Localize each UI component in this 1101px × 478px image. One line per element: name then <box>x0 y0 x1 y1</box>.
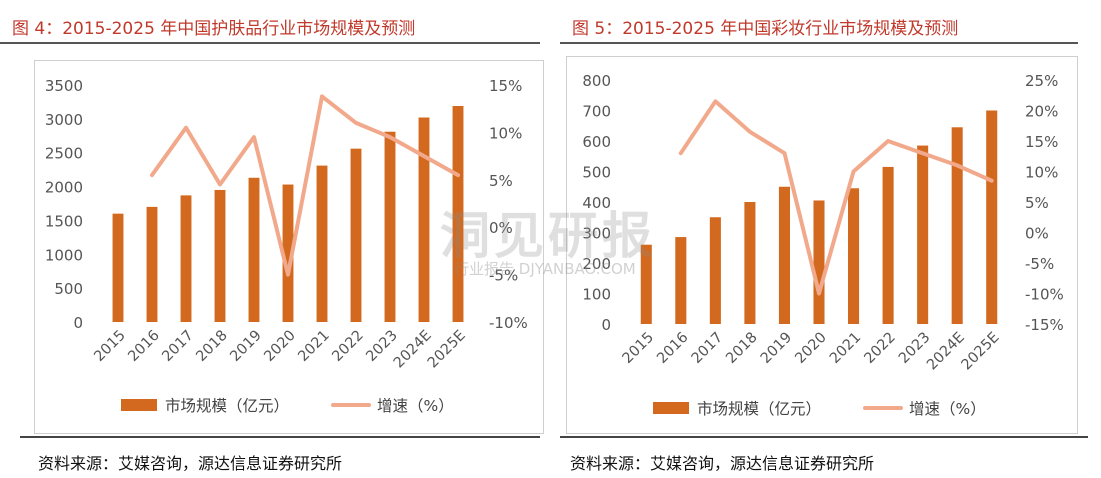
x-tick-label: 2015 <box>91 328 128 365</box>
bar <box>282 184 294 322</box>
bar <box>882 166 894 324</box>
bar <box>709 217 721 324</box>
x-tick-label: 2020 <box>261 328 298 365</box>
y-tick-label-left: 600 <box>582 133 611 151</box>
skincare-chart: 0 500 1000 1500 2000 2500 3000 3500 -10% -5% 0% 5% 1… <box>45 77 528 415</box>
bar <box>248 177 260 322</box>
source-note: 资料来源：艾媒咨询，源达信息证券研究所 <box>38 454 343 473</box>
bar <box>350 148 362 322</box>
y-tick-label-left: 3500 <box>45 77 83 95</box>
x-tick-label: 2025E <box>959 330 1003 374</box>
y-tick-label-right: 15% <box>1025 133 1058 151</box>
bar <box>384 131 396 322</box>
bar <box>214 189 226 322</box>
growth-line <box>678 99 994 296</box>
y-tick-label-left: 200 <box>582 255 611 273</box>
figure-title: 图 5：2015-2025 年中国彩妆行业市场规模及预测 <box>572 19 959 39</box>
y-tick-label-right: -5% <box>489 267 518 285</box>
x-tick-label: 2024E <box>391 328 435 372</box>
x-tick-label: 2016 <box>125 328 162 365</box>
y-tick-label-left: 300 <box>582 225 611 243</box>
y-tick-label-left: 700 <box>582 103 611 121</box>
bar <box>778 186 790 324</box>
y-tick-label-right: 15% <box>489 77 522 95</box>
bar <box>180 195 192 322</box>
x-tick-label: 2019 <box>227 328 264 365</box>
legend-swatch-bar <box>653 402 689 414</box>
bar <box>112 213 124 322</box>
source-divider <box>20 436 540 438</box>
y-tick-label-left: 0 <box>73 314 83 332</box>
bar <box>316 165 328 322</box>
x-tick-label: 2017 <box>689 330 726 367</box>
y-tick-label-left: 0 <box>601 316 611 334</box>
x-tick-label: 2018 <box>723 330 760 367</box>
source-divider <box>560 436 1088 438</box>
legend-label-line: 增速（%） <box>909 400 986 418</box>
y-tick-label-left: 1500 <box>45 212 83 230</box>
x-tick-label: 2015 <box>620 330 657 367</box>
y-tick-label-left: 1000 <box>45 246 83 264</box>
bar <box>813 200 825 324</box>
x-tick-label: 2022 <box>862 330 899 367</box>
y-tick-label-right: -10% <box>489 314 528 332</box>
bar <box>146 206 158 322</box>
chart-area: 0 100 200 300 400 500 600 700 800 -15% -10% -5% 0% 5%… <box>566 56 1078 434</box>
growth-line <box>150 94 460 277</box>
y-tick-label-right: 20% <box>1025 103 1058 121</box>
y-tick-label-left: 500 <box>54 280 83 298</box>
y-tick-label-right: -5% <box>1025 255 1054 273</box>
chart-area: 0 500 1000 1500 2000 2500 3000 3500 -10% -5% 0% 5% 1… <box>34 60 544 434</box>
y-tick-label-left: 500 <box>582 164 611 182</box>
y-tick-label-right: 10% <box>1025 164 1058 182</box>
x-tick-label: 2016 <box>654 330 691 367</box>
legend-label-bar: 市场规模（亿元） <box>165 397 289 415</box>
x-tick-label: 2018 <box>193 328 230 365</box>
chart-panel-makeup: 图 5：2015-2025 年中国彩妆行业市场规模及预测 0 100 200 300 4… <box>560 0 1101 478</box>
legend-label-line: 增速（%） <box>377 397 454 415</box>
y-tick-label-left: 3000 <box>45 111 83 129</box>
y-tick-label-right: 25% <box>1025 72 1058 90</box>
y-tick-label-right: 5% <box>1025 194 1049 212</box>
legend-swatch-bar <box>121 399 157 411</box>
source-note: 资料来源：艾媒咨询，源达信息证券研究所 <box>570 454 875 473</box>
bar <box>418 117 430 322</box>
legend-label-bar: 市场规模（亿元） <box>697 400 821 418</box>
y-tick-label-right: -10% <box>1025 286 1064 304</box>
y-tick-label-left: 800 <box>582 72 611 90</box>
x-tick-label: 2024E <box>924 330 968 374</box>
y-tick-label-left: 100 <box>582 286 611 304</box>
y-tick-label-left: 2500 <box>45 145 83 163</box>
x-tick-label: 2020 <box>792 330 829 367</box>
figure-title: 图 4：2015-2025 年中国护肤品行业市场规模及预测 <box>12 19 416 39</box>
bar <box>917 145 929 324</box>
y-tick-label-right: -15% <box>1025 316 1064 334</box>
bar <box>951 127 963 325</box>
x-tick-label: 2025E <box>425 328 469 372</box>
bar <box>848 188 860 324</box>
makeup-chart: 0 100 200 300 400 500 600 700 800 -15% -10% -5% 0% 5%… <box>582 72 1064 418</box>
x-tick-label: 2017 <box>159 328 196 365</box>
y-tick-label-right: 0% <box>489 219 513 237</box>
x-tick-label: 2021 <box>827 330 864 367</box>
bar <box>675 237 687 324</box>
title-divider <box>560 42 1078 44</box>
bar <box>744 202 756 324</box>
y-tick-label-right: 10% <box>489 124 522 142</box>
y-tick-label-right: 0% <box>1025 225 1049 243</box>
y-tick-label-left: 2000 <box>45 179 83 197</box>
y-tick-label-left: 400 <box>582 194 611 212</box>
title-divider <box>0 42 540 44</box>
x-tick-label: 2021 <box>295 328 332 365</box>
x-tick-label: 2022 <box>329 328 366 365</box>
bar <box>640 244 652 324</box>
bar <box>986 110 998 324</box>
x-tick-label: 2019 <box>758 330 795 367</box>
y-tick-label-right: 5% <box>489 172 513 190</box>
bar <box>452 105 464 322</box>
chart-panel-skincare: 图 4：2015-2025 年中国护肤品行业市场规模及预测 0 500 1000 15… <box>0 0 544 478</box>
